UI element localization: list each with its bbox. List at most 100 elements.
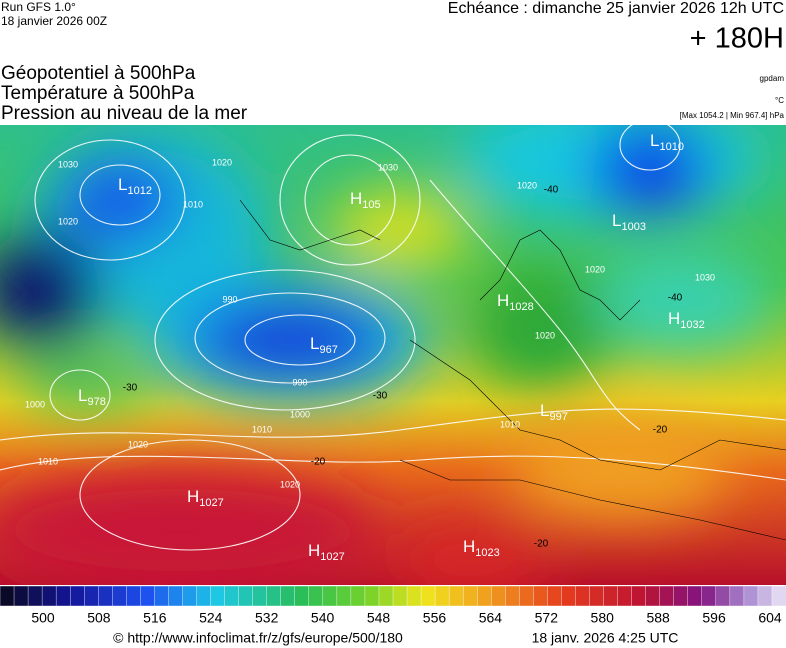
- colorbar-cell: [448, 585, 464, 607]
- colorbar-label: 580: [591, 610, 615, 626]
- source: © http://www.infoclimat.fr/z/gfs/europe/…: [113, 630, 403, 646]
- pressure-center: L997: [540, 401, 568, 422]
- colorbar-cell: [84, 585, 99, 607]
- pressure-center: L1003: [612, 211, 646, 232]
- colorbar-cell: [505, 585, 521, 607]
- isobar-label: 990: [292, 377, 307, 387]
- temperature-label: -20: [534, 539, 549, 550]
- pressure-center: H105: [350, 189, 381, 210]
- colorbar-cell: [140, 585, 156, 607]
- colorbar-cell: [477, 585, 492, 607]
- colorbar-cell: [224, 585, 240, 607]
- colorbar-cell: [533, 585, 549, 607]
- colorbar-cell: [434, 585, 450, 607]
- colorbar-cell: [126, 585, 142, 607]
- colorbar-cell: [196, 585, 212, 607]
- colorbar-label: 596: [702, 610, 726, 626]
- colorbar-cell: [743, 585, 759, 607]
- isobar-label: 1020: [128, 439, 148, 449]
- colorbar-cell: [547, 585, 563, 607]
- colorbar-cell: [757, 585, 773, 607]
- colorbar-cell: [491, 585, 506, 607]
- colorbar-cell: [182, 585, 198, 607]
- pressure-center: L1010: [650, 131, 684, 152]
- colorbar-cell: [378, 585, 394, 607]
- colorbar: 500 508 516 524 532 540 548 556 564 572 580 588 596 6…: [0, 585, 786, 626]
- temperature-label: -20: [311, 457, 326, 468]
- colorbar-cell: [364, 585, 380, 607]
- colorbar-cell: [0, 585, 15, 607]
- colorbar-label: 524: [199, 610, 223, 626]
- isobar-label: 1000: [290, 409, 310, 419]
- isobar-label: 1020: [585, 264, 605, 274]
- colorbar-cell: [210, 585, 226, 607]
- colorbar-cell: [631, 585, 647, 607]
- unit: gpdam: [760, 74, 785, 83]
- isobar-label: 1030: [378, 162, 398, 172]
- colorbar-cell: [98, 585, 113, 607]
- colorbar-cell: [350, 585, 366, 607]
- pressure-center: L978: [78, 386, 106, 407]
- title: Pression au niveau de la mer: [1, 103, 248, 124]
- colorbar-label: 508: [87, 610, 111, 626]
- colorbar-cell: [575, 585, 591, 607]
- pressure-center: L967: [310, 334, 338, 355]
- isobar-label: 1030: [695, 272, 715, 282]
- colorbar-cell: [420, 585, 436, 607]
- colorbar-cell: [561, 585, 577, 607]
- colorbar-cell: [617, 585, 633, 607]
- temperature-label: -40: [544, 185, 559, 196]
- colorbar-label: 500: [31, 610, 55, 626]
- colorbar-cell: [673, 585, 689, 607]
- colorbar-cell: [308, 585, 324, 607]
- colorbar-label: 588: [646, 610, 670, 626]
- isobar-label: 1020: [280, 479, 300, 489]
- isobar-label: 1000: [25, 399, 45, 409]
- forecast: Echéance : dimanche 25 janvier 2026 12h …: [448, 0, 784, 17]
- temperature-label: -20: [653, 425, 668, 436]
- colorbar-cell: [687, 585, 703, 607]
- generated: 18 janv. 2026 4:25 UTC: [532, 630, 679, 646]
- pressure-center: H1027: [308, 541, 345, 562]
- colorbar-cell: [322, 585, 338, 607]
- colorbar-cell: [13, 585, 29, 607]
- colorbar-cell: [645, 585, 661, 607]
- colorbar-cell: [27, 585, 43, 607]
- colorbar-cell: [392, 585, 408, 607]
- unit: °C: [775, 96, 784, 105]
- temperature-label: -30: [123, 383, 138, 394]
- colorbar-cell: [266, 585, 282, 607]
- isobar-label: 1010: [183, 199, 203, 209]
- run: Run GFS 1.0°: [1, 0, 76, 14]
- isobar-label: 1030: [58, 159, 78, 169]
- colorbar-cell: [406, 585, 422, 607]
- colorbar-cell: [771, 585, 786, 607]
- isobar-label: 990: [222, 294, 237, 304]
- colorbar-cell: [701, 585, 717, 607]
- pressure-center: H1028: [497, 291, 534, 312]
- title: Géopotentiel à 500hPa: [1, 63, 196, 84]
- colorbar-label: 604: [758, 610, 782, 626]
- colorbar-cell: [589, 585, 605, 607]
- colorbar-cell: [462, 585, 478, 607]
- colorbar-label: 532: [255, 610, 279, 626]
- colorbar-cell: [519, 585, 535, 607]
- colorbar-cell: [715, 585, 731, 607]
- colorbar-label: 572: [535, 610, 559, 626]
- colorbar-cell: [294, 585, 310, 607]
- isobar-label: 1020: [212, 157, 232, 167]
- colorbar-cell: [252, 585, 268, 607]
- colorbar-cell: [336, 585, 352, 607]
- pressure-center: L1012: [118, 175, 152, 196]
- pressure-center: H1032: [668, 309, 705, 330]
- title: Température à 500hPa: [1, 83, 195, 104]
- temperature-label: -40: [668, 293, 683, 304]
- temperature-label: -30: [373, 391, 388, 402]
- isobar-label: 1010: [500, 419, 520, 429]
- colorbar-cell: [55, 585, 71, 607]
- colorbar-cell: [41, 585, 57, 607]
- isobar-label: 1020: [58, 216, 78, 226]
- colorbar-cell: [280, 585, 296, 607]
- colorbar-cell: [603, 585, 619, 607]
